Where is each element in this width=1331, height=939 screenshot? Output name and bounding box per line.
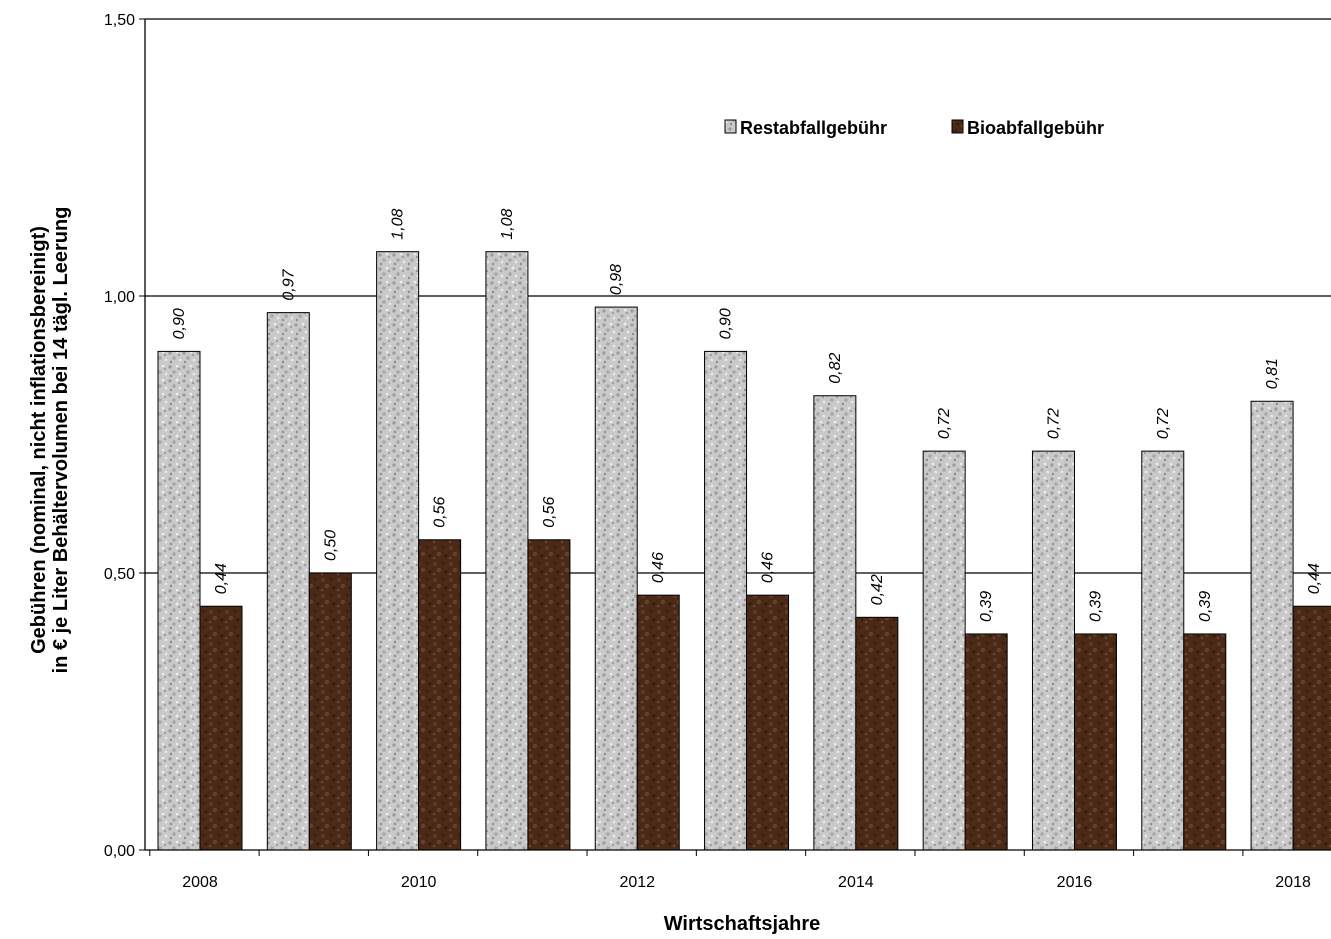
data-label: 0,98: [608, 264, 625, 295]
y-tick-label: 1,00: [104, 289, 135, 306]
bar-restabfall-2009: [266, 312, 310, 851]
legend-label-bioabfallgebuehr: Bioabfallgebühr: [967, 118, 1104, 138]
bar-bioabfall-2018: [1292, 605, 1331, 851]
x-tick-label: 2016: [1057, 874, 1093, 891]
data-label: 0,56: [541, 497, 558, 528]
bar-bioabfall-2012: [636, 594, 680, 851]
bar-bioabfall-2008: [199, 605, 243, 851]
bar-bioabfall-2014: [855, 616, 899, 851]
x-tick-label: 2012: [619, 874, 655, 891]
bar-restabfall-2016: [1031, 450, 1075, 851]
data-label: 0,44: [213, 563, 230, 594]
bar-restabfall-2012: [594, 306, 638, 851]
data-label: 0,46: [760, 552, 777, 583]
bar-restabfall-2015: [922, 450, 966, 851]
data-label: 0,97: [280, 268, 297, 300]
data-label: 0,72: [936, 408, 953, 439]
bar-restabfall-2014: [813, 395, 857, 851]
legend-swatch-bioabfallgebuehr: [951, 119, 964, 134]
data-label: 1,08: [499, 208, 516, 239]
bar-restabfall-2017: [1141, 450, 1185, 851]
bar-bioabfall-2010: [418, 539, 462, 851]
bar-bioabfall-2013: [746, 594, 790, 851]
data-label: 0,39: [1087, 591, 1104, 622]
data-label: 0,50: [322, 530, 339, 561]
bar-restabfall-2010: [376, 251, 420, 851]
x-tick-label: 2010: [401, 874, 437, 891]
data-label: 0,42: [869, 574, 886, 605]
y-axis-title-line1: Gebühren (nominal, nicht inflationsberei…: [28, 226, 50, 654]
x-axis-title: Wirtschaftsjahre: [664, 913, 821, 935]
data-labels-layer: 0,90 0,44 0,97 0,50 1,08 0,56 1,08 0,56 0,98 0,46…: [171, 208, 1323, 622]
bar-restabfall-2018: [1250, 400, 1294, 851]
bar-bioabfall-2009: [308, 572, 352, 851]
bar-restabfall-2008: [157, 350, 201, 851]
data-label: 0,72: [1155, 408, 1172, 439]
bar-bioabfall-2017: [1183, 633, 1227, 851]
data-label: 0,81: [1264, 358, 1281, 389]
bar-restabfall-2011: [485, 251, 529, 851]
legend-label-restabfallgebuehr: Restabfallgebühr: [740, 118, 887, 138]
data-label: 0,44: [1306, 563, 1323, 594]
data-label: 0,82: [827, 352, 844, 383]
bars-layer: [157, 251, 1331, 851]
y-tick-label: 0,50: [104, 566, 135, 583]
legend-swatch-restabfallgebuehr: [724, 119, 737, 134]
data-label: 0,90: [171, 308, 188, 339]
bar-bioabfall-2015: [964, 633, 1008, 851]
x-tick-label: 2018: [1275, 874, 1311, 891]
data-label: 0,72: [1045, 408, 1062, 439]
bar-bioabfall-2011: [527, 539, 571, 851]
data-label: 1,08: [390, 208, 407, 239]
x-tick-label: 2014: [838, 874, 874, 891]
data-label: 0,39: [1197, 591, 1214, 622]
legend: Restabfallgebühr Bioabfallgebühr: [724, 118, 1104, 138]
data-label: 0,46: [650, 552, 667, 583]
data-label: 0,90: [718, 308, 735, 339]
bar-bioabfall-2016: [1073, 633, 1117, 851]
bar-restabfall-2013: [704, 350, 748, 851]
axes-layer: 0,00 0,50 1,00 1,50 2008 2010 2012 2014 2016 2018: [104, 12, 1331, 891]
data-label: 0,56: [432, 497, 449, 528]
y-tick-label: 1,50: [104, 12, 135, 29]
y-tick-label: 0,00: [104, 843, 135, 860]
x-tick-label: 2008: [182, 874, 218, 891]
y-axis-title-line2: in € je Liter Behältervolumen bei 14 täg…: [50, 207, 72, 674]
data-label: 0,39: [978, 591, 995, 622]
